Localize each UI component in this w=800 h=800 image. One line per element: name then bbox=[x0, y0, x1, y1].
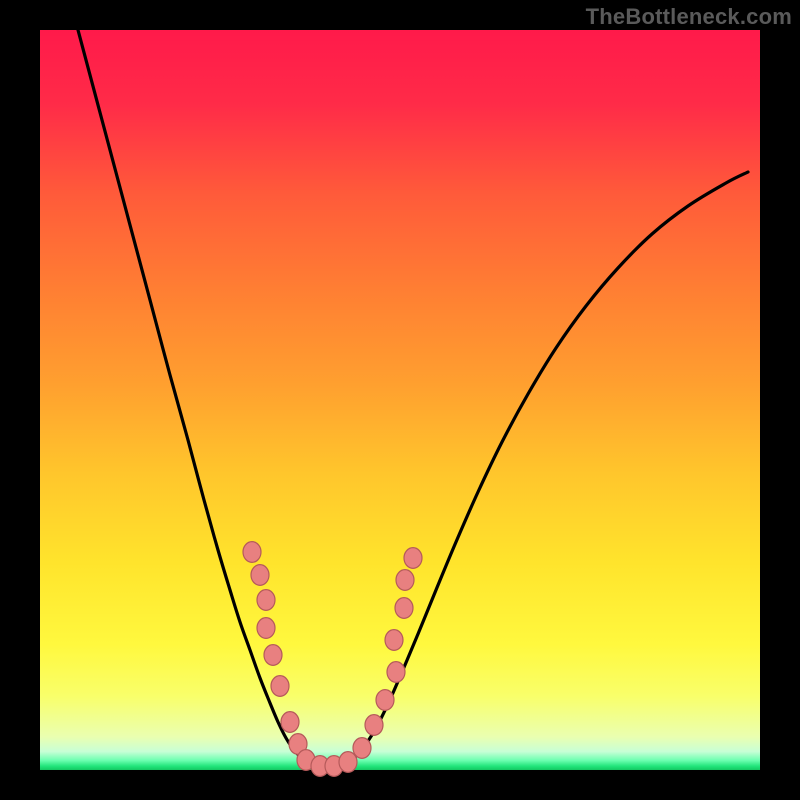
curve-marker bbox=[264, 645, 282, 666]
curve-marker bbox=[257, 590, 275, 611]
curve-marker bbox=[395, 598, 413, 619]
chart-canvas: TheBottleneck.com bbox=[0, 0, 800, 800]
curve-marker bbox=[251, 565, 269, 586]
chart-svg bbox=[0, 0, 800, 800]
curve-marker bbox=[376, 690, 394, 711]
curve-marker bbox=[281, 712, 299, 733]
curve-marker bbox=[257, 618, 275, 639]
curve-marker bbox=[385, 630, 403, 651]
curve-marker bbox=[396, 570, 414, 591]
plot-background bbox=[40, 30, 760, 770]
curve-marker bbox=[365, 715, 383, 736]
curve-marker bbox=[387, 662, 405, 683]
watermark-text: TheBottleneck.com bbox=[586, 4, 792, 30]
curve-marker bbox=[243, 542, 261, 563]
curve-marker bbox=[353, 738, 371, 759]
curve-marker bbox=[271, 676, 289, 697]
curve-marker bbox=[404, 548, 422, 569]
curve-marker bbox=[339, 752, 357, 773]
